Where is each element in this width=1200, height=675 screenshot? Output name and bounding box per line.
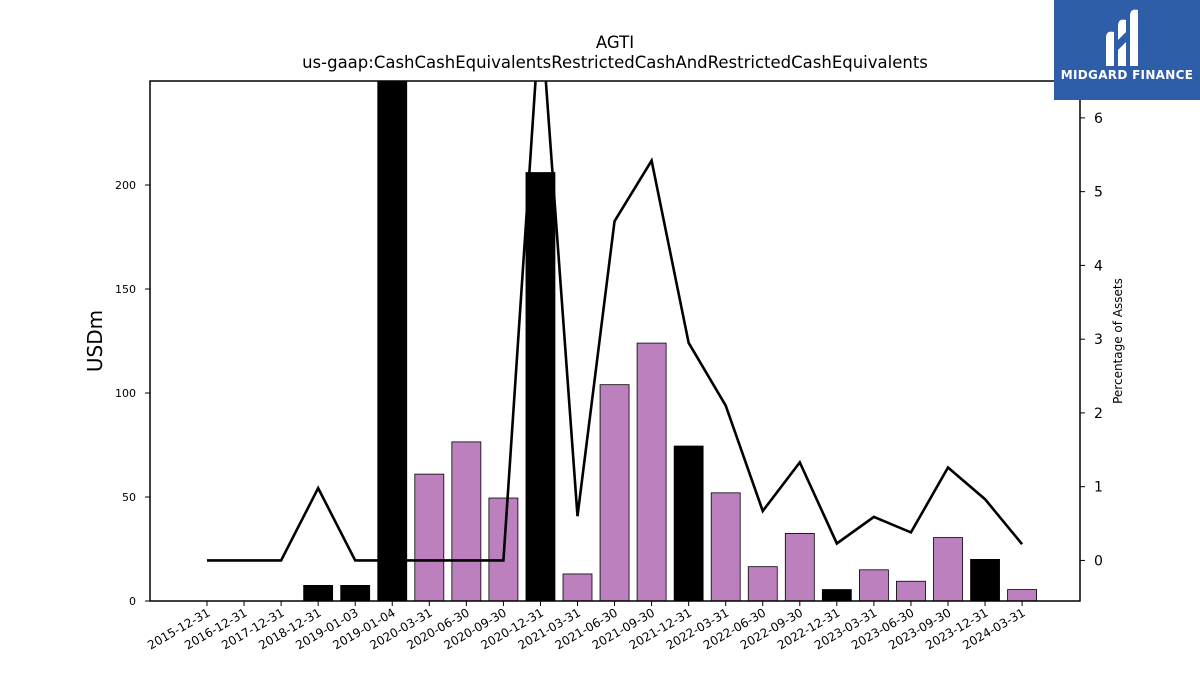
x-axis: 2015-12-312016-12-312017-12-312018-12-31… (145, 601, 1028, 652)
y-axis-label: USDm (83, 310, 107, 372)
bar-2023-12-31 (970, 559, 1000, 601)
line-series (207, 81, 1024, 562)
y-tick-label: 150 (115, 283, 136, 296)
y2-axis-label: Percentage of Assets (1111, 278, 1125, 404)
bar-2022-03-31 (710, 492, 741, 601)
bar-2020-12-31 (525, 172, 556, 601)
y-tick-label: 200 (115, 179, 136, 192)
y-tick-label: 50 (122, 491, 136, 504)
brand-logo: MIDGARD FINANCE (1054, 0, 1200, 100)
y2-tick-label: 6 (1094, 111, 1103, 127)
bar-2022-06-30 (747, 566, 778, 601)
y2-tick-label: 5 (1094, 185, 1103, 201)
bar-2022-09-30 (784, 533, 815, 601)
y2-tick-label: 3 (1094, 332, 1103, 348)
midgard-logo-icon (1106, 9, 1138, 66)
y-axis-left: 0 50 100 150 200 (115, 179, 150, 608)
y2-tick-label: 4 (1094, 258, 1103, 274)
bar-2021-06-30 (599, 384, 630, 601)
y2-tick-label: 0 (1094, 553, 1103, 569)
bar-2024-03-31 (1007, 589, 1037, 601)
y-axis-right: 0 1 2 3 4 5 6 (1080, 111, 1103, 569)
bar-2022-12-31 (821, 589, 852, 601)
bar-2018-12-31 (303, 585, 334, 601)
bar-2023-03-31 (859, 569, 889, 601)
bar-2019-01-04 (377, 81, 408, 601)
y-tick-label: 100 (115, 387, 136, 400)
bar-series (303, 81, 1037, 601)
chart-title: AGTI (595, 33, 635, 52)
y-tick-label: 0 (129, 595, 136, 608)
bar-2021-12-31 (673, 445, 704, 601)
bar-2023-06-30 (896, 580, 926, 601)
chart-subtitle: us-gaap:CashCashEquivalentsRestrictedCas… (302, 53, 928, 72)
bar-2021-09-30 (636, 342, 667, 601)
bar-2023-09-30 (933, 537, 963, 601)
bar-2021-03-31 (562, 573, 593, 601)
bar-2020-06-30 (451, 441, 482, 601)
bar-2019-01-03 (340, 585, 371, 601)
y2-tick-label: 2 (1094, 406, 1103, 422)
percentage-line (207, 81, 1024, 562)
y2-tick-label: 1 (1094, 480, 1103, 496)
logo-text: MIDGARD FINANCE (1060, 68, 1194, 82)
bar-2020-03-31 (414, 473, 445, 601)
